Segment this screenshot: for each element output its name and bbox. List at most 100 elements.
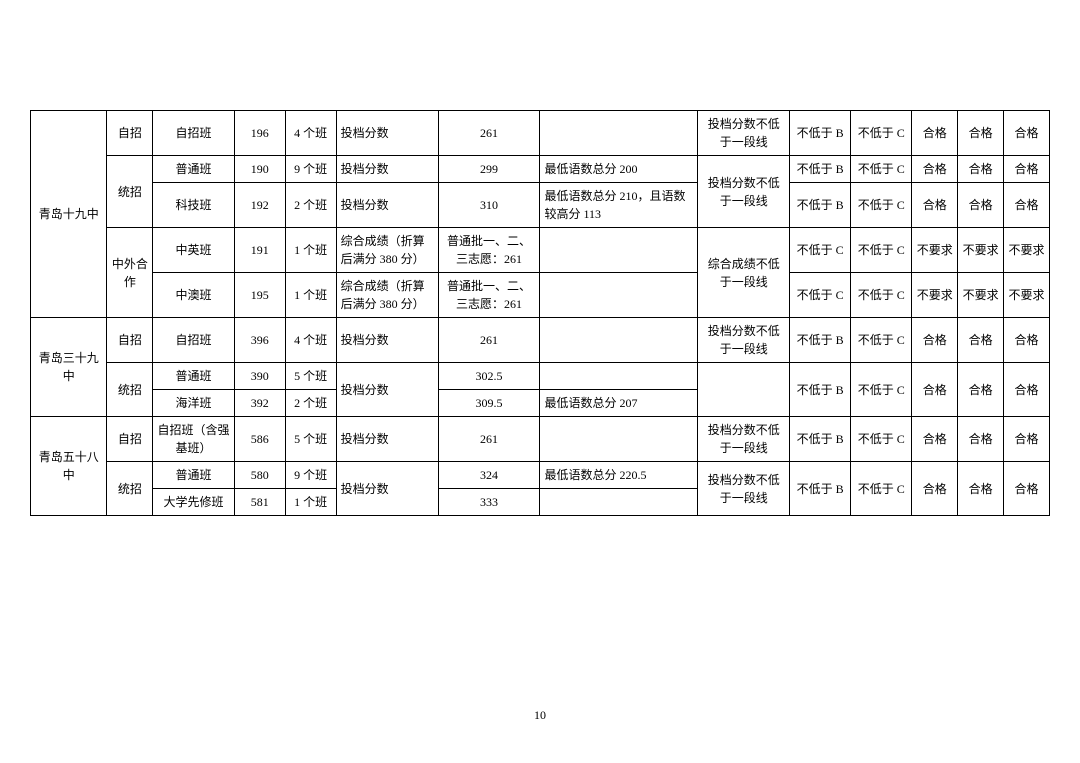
cell-score: 普通批一、二、三志愿：261 bbox=[438, 273, 540, 318]
cell-c13: 合格 bbox=[1004, 363, 1050, 417]
cell-note bbox=[540, 363, 698, 390]
cell-c9: 不低于 B bbox=[790, 111, 851, 156]
cell-c11: 合格 bbox=[912, 417, 958, 462]
cell-c11: 合格 bbox=[912, 156, 958, 183]
cell-type: 自招 bbox=[107, 318, 153, 363]
cell-c10: 不低于 C bbox=[851, 156, 912, 183]
cell-c10: 不低于 C bbox=[851, 183, 912, 228]
cell-class: 中澳班 bbox=[153, 273, 235, 318]
cell-c12: 合格 bbox=[958, 363, 1004, 417]
table-row: 统招普通班5809 个班投档分数324最低语数总分 220.5投档分数不低于一段… bbox=[31, 462, 1050, 489]
cell-req: 投档分数不低于一段线 bbox=[698, 462, 790, 516]
cell-class: 普通班 bbox=[153, 363, 235, 390]
cell-note: 最低语数总分 220.5 bbox=[540, 462, 698, 489]
cell-c9: 不低于 C bbox=[790, 228, 851, 273]
cell-c11: 合格 bbox=[912, 111, 958, 156]
cell-c10: 不低于 C bbox=[851, 318, 912, 363]
cell-score_label: 投档分数 bbox=[336, 156, 438, 183]
cell-type: 自招 bbox=[107, 111, 153, 156]
table-row: 青岛十九中自招自招班1964 个班投档分数261投档分数不低于一段线不低于 B不… bbox=[31, 111, 1050, 156]
cell-code: 190 bbox=[234, 156, 285, 183]
cell-code: 192 bbox=[234, 183, 285, 228]
cell-note bbox=[540, 228, 698, 273]
cell-c12: 合格 bbox=[958, 183, 1004, 228]
cell-count: 2 个班 bbox=[285, 183, 336, 228]
table-row: 中外合作中英班1911 个班综合成绩（折算后满分 380 分）普通批一、二、三志… bbox=[31, 228, 1050, 273]
cell-c10: 不低于 C bbox=[851, 462, 912, 516]
cell-c13: 合格 bbox=[1004, 462, 1050, 516]
cell-code: 586 bbox=[234, 417, 285, 462]
cell-count: 1 个班 bbox=[285, 273, 336, 318]
document-page: 青岛十九中自招自招班1964 个班投档分数261投档分数不低于一段线不低于 B不… bbox=[0, 0, 1080, 763]
cell-type: 中外合作 bbox=[107, 228, 153, 318]
cell-code: 580 bbox=[234, 462, 285, 489]
table-row: 青岛三十九中自招自招班3964 个班投档分数261投档分数不低于一段线不低于 B… bbox=[31, 318, 1050, 363]
cell-c10: 不低于 C bbox=[851, 228, 912, 273]
cell-count: 5 个班 bbox=[285, 363, 336, 390]
table-row: 统招普通班3905 个班投档分数302.5不低于 B不低于 C合格合格合格 bbox=[31, 363, 1050, 390]
cell-c9: 不低于 B bbox=[790, 318, 851, 363]
cell-c13: 合格 bbox=[1004, 318, 1050, 363]
cell-c13: 合格 bbox=[1004, 417, 1050, 462]
cell-score: 302.5 bbox=[438, 363, 540, 390]
cell-note bbox=[540, 417, 698, 462]
cell-c9: 不低于 C bbox=[790, 273, 851, 318]
cell-c13: 不要求 bbox=[1004, 273, 1050, 318]
cell-req: 投档分数不低于一段线 bbox=[698, 111, 790, 156]
cell-c11: 不要求 bbox=[912, 228, 958, 273]
cell-score: 333 bbox=[438, 489, 540, 516]
cell-score_label: 投档分数 bbox=[336, 417, 438, 462]
cell-code: 191 bbox=[234, 228, 285, 273]
cell-c9: 不低于 B bbox=[790, 183, 851, 228]
cell-code: 196 bbox=[234, 111, 285, 156]
cell-c9: 不低于 B bbox=[790, 462, 851, 516]
cell-c10: 不低于 C bbox=[851, 363, 912, 417]
cell-note bbox=[540, 273, 698, 318]
cell-class: 普通班 bbox=[153, 156, 235, 183]
cell-class: 普通班 bbox=[153, 462, 235, 489]
table-row: 青岛五十八中自招自招班（含强基班）5865 个班投档分数261投档分数不低于一段… bbox=[31, 417, 1050, 462]
cell-class: 自招班 bbox=[153, 111, 235, 156]
cell-score: 261 bbox=[438, 111, 540, 156]
cell-c12: 合格 bbox=[958, 156, 1004, 183]
cell-c13: 合格 bbox=[1004, 111, 1050, 156]
cell-count: 9 个班 bbox=[285, 156, 336, 183]
table-row: 中澳班1951 个班综合成绩（折算后满分 380 分）普通批一、二、三志愿：26… bbox=[31, 273, 1050, 318]
cell-c10: 不低于 C bbox=[851, 111, 912, 156]
cell-score: 310 bbox=[438, 183, 540, 228]
admission-table: 青岛十九中自招自招班1964 个班投档分数261投档分数不低于一段线不低于 B不… bbox=[30, 110, 1050, 516]
cell-score: 309.5 bbox=[438, 390, 540, 417]
cell-score: 324 bbox=[438, 462, 540, 489]
cell-c10: 不低于 C bbox=[851, 273, 912, 318]
cell-type: 统招 bbox=[107, 363, 153, 417]
cell-count: 2 个班 bbox=[285, 390, 336, 417]
cell-score_label: 投档分数 bbox=[336, 462, 438, 516]
cell-code: 396 bbox=[234, 318, 285, 363]
cell-note bbox=[540, 318, 698, 363]
table-row: 统招普通班1909 个班投档分数299最低语数总分 200投档分数不低于一段线不… bbox=[31, 156, 1050, 183]
cell-req: 投档分数不低于一段线 bbox=[698, 318, 790, 363]
cell-code: 581 bbox=[234, 489, 285, 516]
cell-c11: 不要求 bbox=[912, 273, 958, 318]
cell-c12: 合格 bbox=[958, 318, 1004, 363]
cell-class: 自招班 bbox=[153, 318, 235, 363]
cell-req: 投档分数不低于一段线 bbox=[698, 417, 790, 462]
cell-score_label: 投档分数 bbox=[336, 111, 438, 156]
cell-c12: 合格 bbox=[958, 462, 1004, 516]
cell-c12: 不要求 bbox=[958, 228, 1004, 273]
cell-note bbox=[540, 489, 698, 516]
cell-class: 自招班（含强基班） bbox=[153, 417, 235, 462]
cell-c9: 不低于 B bbox=[790, 156, 851, 183]
cell-req: 投档分数不低于一段线 bbox=[698, 156, 790, 228]
cell-c9: 不低于 B bbox=[790, 363, 851, 417]
cell-c11: 合格 bbox=[912, 318, 958, 363]
cell-class: 大学先修班 bbox=[153, 489, 235, 516]
cell-note: 最低语数总分 200 bbox=[540, 156, 698, 183]
cell-c11: 合格 bbox=[912, 183, 958, 228]
cell-c10: 不低于 C bbox=[851, 417, 912, 462]
cell-c11: 合格 bbox=[912, 363, 958, 417]
cell-score: 261 bbox=[438, 318, 540, 363]
cell-school: 青岛十九中 bbox=[31, 111, 107, 318]
cell-req bbox=[698, 363, 790, 417]
cell-school: 青岛三十九中 bbox=[31, 318, 107, 417]
